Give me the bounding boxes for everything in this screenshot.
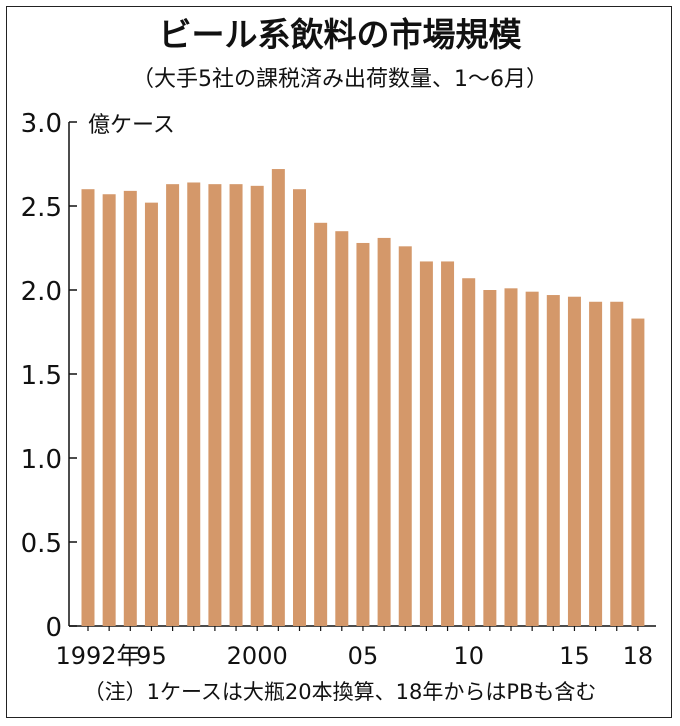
bar-2004 [335,231,349,626]
y-tick-label: 1.5 [21,361,62,391]
bar-1993 [102,194,116,627]
bar-2012 [504,288,518,626]
x-tick-label: 10 [453,642,484,670]
bar-2017 [610,301,624,626]
bar-2002 [293,189,306,626]
bar-2003 [314,222,328,627]
x-tick-label: 05 [348,642,379,670]
y-tick-label: 0 [45,613,62,643]
bar-2013 [525,291,539,626]
y-tick-label: 0.5 [21,529,62,559]
x-tick-label: 2000 [227,642,288,670]
bar-2006 [377,237,391,627]
bar-2008 [419,261,433,626]
bar-2010 [462,278,476,626]
bar-2015 [567,296,581,626]
bar-1996 [166,184,180,626]
chart-title: ビール系飲料の市場規模 [159,15,523,54]
bar-1998 [208,184,222,626]
bar-1997 [187,182,201,627]
bar-1992 [81,189,95,626]
bar-1994 [123,190,137,626]
chart-note: （注）1ケースは大瓶20本換算、18年からはPBも含む [84,680,597,704]
chart-frame [6,6,672,718]
bar-2001 [271,169,285,627]
bar-2014 [546,295,560,626]
x-tick-label: 18 [623,642,654,670]
bar-2005 [356,242,370,626]
x-tick-label: 95 [136,642,167,670]
y-tick-label: 1.0 [21,445,62,475]
bar-1995 [144,202,158,626]
y-axis-label: 億ケース [88,113,175,138]
bar-2011 [483,290,497,626]
bar-2018 [631,318,645,626]
bar-1999 [229,184,243,626]
x-tick-label: 15 [559,642,590,670]
y-tick-label: 2.0 [21,277,62,307]
y-tick-label: 2.5 [21,193,62,223]
chart-subtitle: （大手5社の課税済み出荷数量、1～6月） [132,67,548,92]
bar-2007 [398,246,412,626]
bars [81,169,645,627]
bar-2000 [250,185,264,626]
bar-2016 [589,301,603,626]
bar-2009 [441,261,455,626]
y-tick-label: 3.0 [21,109,62,139]
x-tick-label: 1992年 [55,642,140,670]
y-ticks: 0 0.5 1.0 1.5 2.0 2.5 3.0 [21,109,77,643]
